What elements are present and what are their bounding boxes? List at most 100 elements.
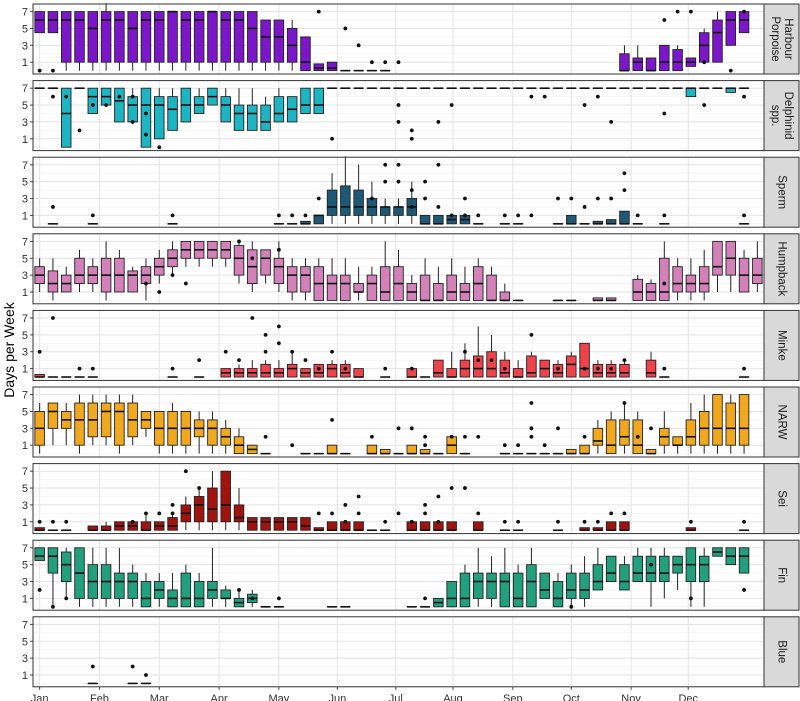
box-week-3 bbox=[60, 547, 72, 599]
box-body bbox=[379, 206, 391, 216]
box-week-39 bbox=[539, 359, 550, 378]
outlier-point bbox=[595, 519, 600, 524]
box-body bbox=[738, 394, 750, 446]
box-week-38 bbox=[526, 547, 537, 608]
outlier-point bbox=[502, 366, 507, 371]
x-axis: Jan Feb Mar Apr May Jun Jul Aug Sep Oct Nov Dec bbox=[31, 686, 699, 701]
outlier-point bbox=[542, 94, 547, 99]
outlier-point bbox=[476, 511, 481, 516]
box-week-44 bbox=[605, 555, 617, 582]
facet-strip-label: Sei bbox=[775, 490, 787, 507]
outlier-point bbox=[463, 486, 467, 490]
box-week-45 bbox=[619, 45, 630, 72]
y-tick-label: 3 bbox=[22, 347, 28, 359]
outlier-point bbox=[463, 349, 467, 354]
box-body bbox=[592, 427, 604, 446]
box-body bbox=[87, 11, 99, 63]
box-body bbox=[659, 44, 670, 72]
outlier-point bbox=[223, 349, 228, 354]
outlier-point bbox=[609, 511, 614, 516]
box-week-28 bbox=[393, 249, 404, 301]
box-week-54 bbox=[738, 249, 750, 293]
box-body bbox=[619, 521, 630, 531]
box-body bbox=[220, 470, 231, 523]
outlier-point bbox=[383, 179, 388, 184]
x-tick-label: May bbox=[268, 693, 289, 701]
box-week-35 bbox=[486, 266, 497, 302]
outlier-point bbox=[396, 120, 401, 124]
box-week-2 bbox=[47, 402, 59, 446]
outlier-point bbox=[356, 43, 361, 48]
box-week-12 bbox=[180, 496, 192, 531]
outlier-point bbox=[649, 562, 653, 567]
outlier-point bbox=[343, 26, 348, 31]
box-body bbox=[659, 555, 670, 582]
box-body bbox=[286, 517, 298, 531]
box-body bbox=[632, 57, 643, 72]
box-week-8 bbox=[127, 394, 138, 446]
box-body bbox=[167, 517, 178, 531]
box-week-22 bbox=[313, 87, 324, 114]
outlier-point bbox=[144, 132, 148, 137]
outlier-point bbox=[556, 366, 560, 371]
outlier-point bbox=[170, 213, 175, 218]
box-body bbox=[247, 517, 258, 531]
box-week-30 bbox=[419, 214, 431, 225]
box-week-11 bbox=[167, 403, 178, 454]
y-tick-label: 7 bbox=[22, 160, 28, 172]
box-week-26 bbox=[366, 444, 378, 455]
facet-strip bbox=[763, 233, 800, 305]
outlier-point bbox=[330, 136, 334, 141]
outlier-point bbox=[356, 494, 361, 499]
outlier-point bbox=[90, 664, 95, 669]
outlier-point bbox=[502, 213, 507, 218]
box-week-4 bbox=[74, 249, 85, 292]
box-week-3 bbox=[60, 266, 72, 293]
box-week-47 bbox=[645, 279, 657, 301]
box-week-49 bbox=[672, 258, 683, 301]
box-week-47 bbox=[645, 57, 657, 72]
box-body bbox=[47, 270, 59, 293]
outlier-point bbox=[144, 281, 148, 286]
box-week-19 bbox=[273, 19, 285, 71]
box-body bbox=[526, 355, 537, 378]
outlier-point bbox=[436, 205, 441, 209]
facet-strip-label: Fin bbox=[775, 567, 787, 583]
box-week-42 bbox=[579, 342, 590, 378]
box-body bbox=[60, 87, 72, 148]
box-body bbox=[393, 206, 404, 216]
facet-strip bbox=[763, 3, 800, 75]
outlier-point bbox=[423, 503, 427, 507]
box-body bbox=[313, 87, 324, 114]
box-week-19 bbox=[273, 88, 285, 123]
box-body bbox=[645, 359, 657, 378]
box-week-21 bbox=[300, 258, 311, 301]
x-tick-label: Apr bbox=[211, 693, 228, 701]
box-week-50 bbox=[685, 57, 697, 67]
box-body bbox=[605, 555, 617, 582]
outlier-point bbox=[742, 94, 746, 99]
box-body bbox=[685, 87, 697, 98]
box-week-23 bbox=[326, 258, 338, 301]
box-week-23 bbox=[326, 360, 338, 378]
box-week-14 bbox=[207, 10, 218, 71]
y-tick-label: 7 bbox=[22, 7, 28, 19]
box-week-49 bbox=[672, 45, 683, 72]
y-tick-label: 7 bbox=[22, 466, 28, 478]
box-week-1 bbox=[34, 258, 45, 292]
box-week-7 bbox=[114, 87, 125, 123]
box-body bbox=[752, 257, 763, 285]
box-week-45 bbox=[619, 360, 630, 378]
box-week-31 bbox=[433, 266, 444, 302]
box-week-40 bbox=[552, 360, 564, 378]
box-body bbox=[114, 87, 125, 123]
box-week-46 bbox=[632, 547, 643, 582]
box-week-10 bbox=[154, 249, 165, 284]
box-week-27 bbox=[379, 448, 391, 455]
facet-strip bbox=[763, 156, 800, 228]
box-week-34 bbox=[473, 326, 484, 378]
box-body bbox=[326, 189, 338, 216]
outlier-point bbox=[476, 213, 481, 218]
box-week-10 bbox=[154, 573, 165, 607]
outlier-point bbox=[516, 519, 521, 524]
